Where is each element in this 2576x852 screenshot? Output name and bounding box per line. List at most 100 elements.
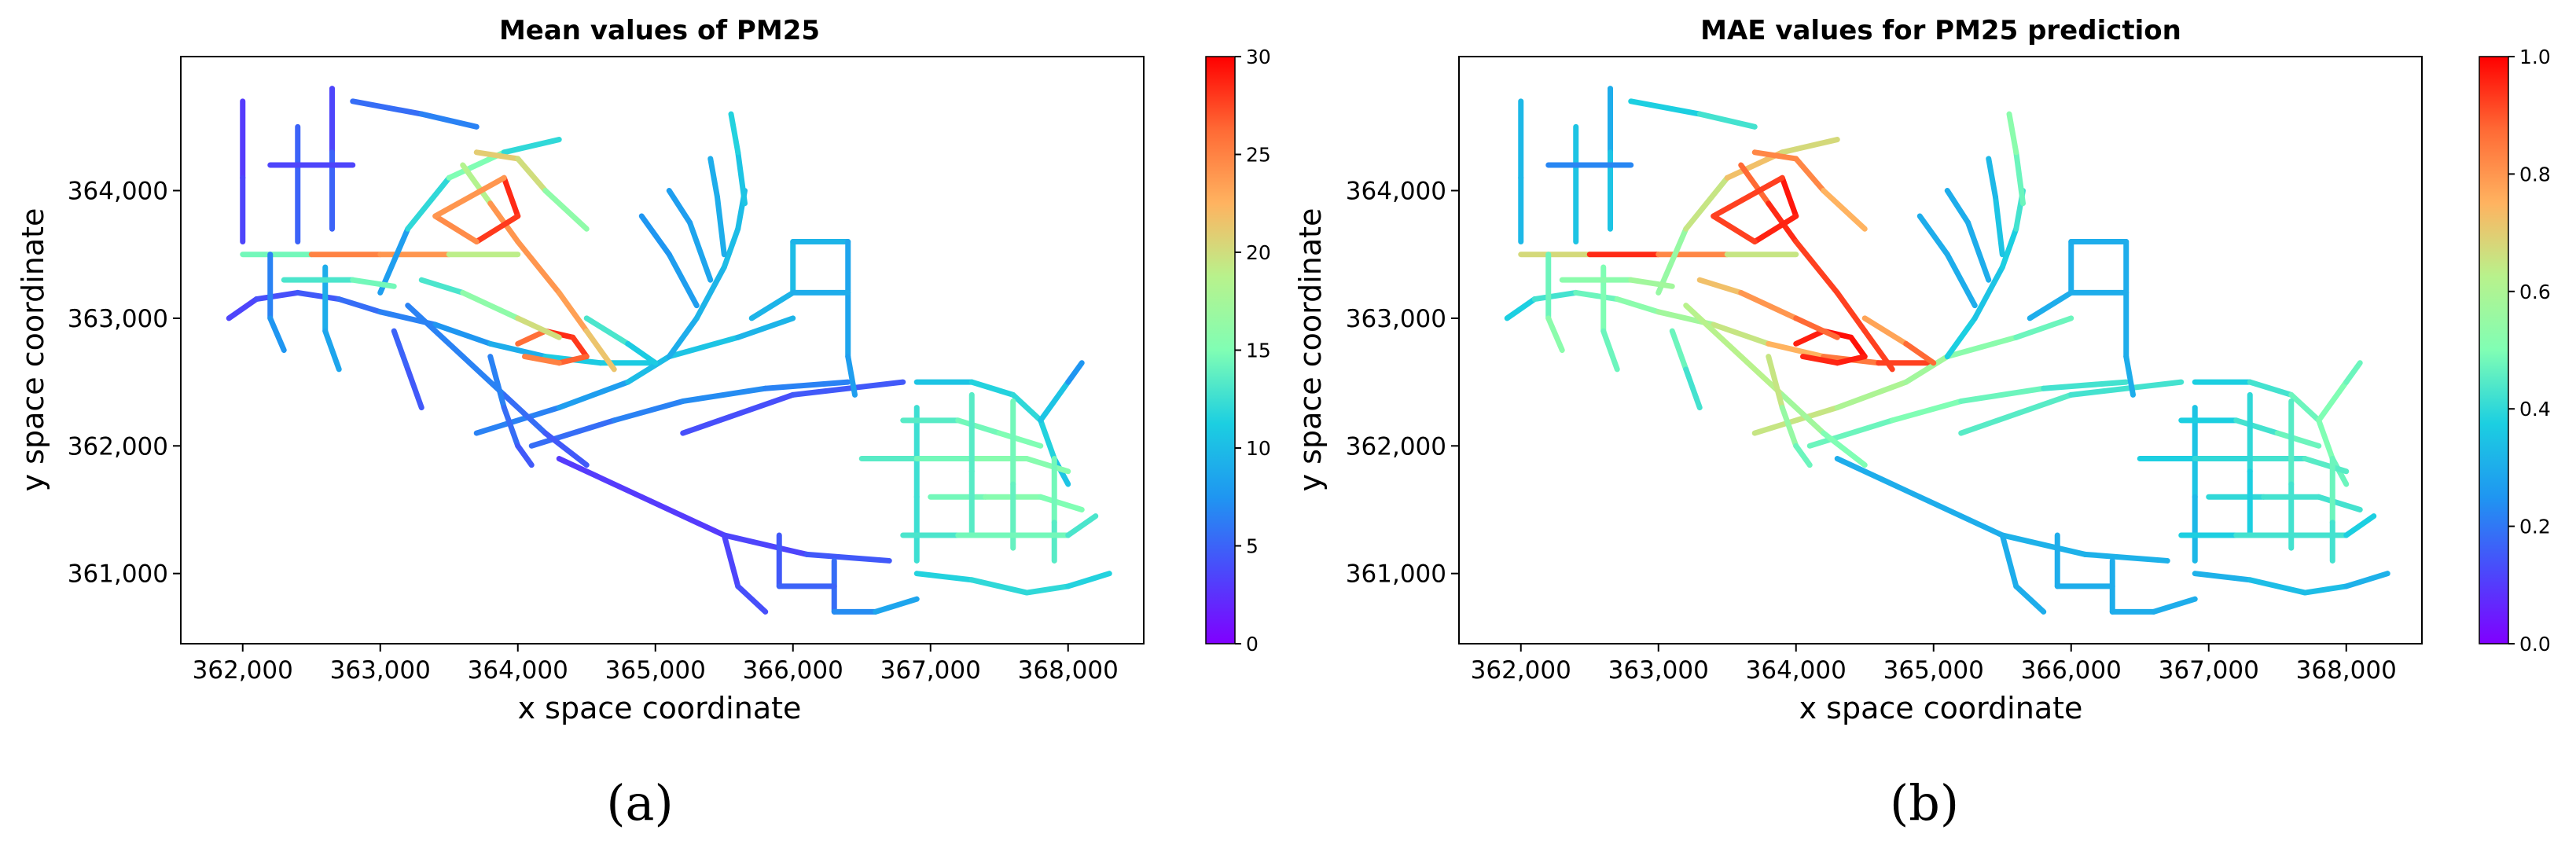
chart-a-colorbar	[1205, 56, 1236, 645]
chart-a-caption: (a)	[606, 774, 673, 832]
chart-b-road-segment	[1793, 315, 1840, 340]
chart-a-road-segment	[583, 315, 631, 347]
chart-b-road-segment	[1903, 340, 1937, 366]
chart-b-road-11	[1655, 137, 1840, 296]
chart-a-road-segment	[418, 111, 480, 130]
x-tick-label: 368,000	[1018, 656, 1119, 685]
chart-a-road-segment	[625, 340, 659, 366]
chart-b-road-segment	[1821, 188, 1868, 232]
chart-a-road-22	[638, 213, 700, 309]
chart-a-road-3	[680, 379, 906, 436]
chart-b-road-segment	[1779, 137, 1840, 156]
chart-a-road-segment	[873, 596, 920, 615]
chart-a-road-segment	[473, 405, 562, 436]
y-tick-label: 361,000	[1346, 560, 1446, 589]
chart-a-road-segment	[680, 391, 796, 436]
chart-b-plot-frame	[1458, 56, 2423, 645]
chart-a-road-segment	[913, 571, 975, 583]
chart-a-road-segment	[350, 277, 397, 289]
chart-b-road-segment	[2247, 379, 2295, 398]
y-tick-label: 363,000	[68, 305, 168, 333]
chart-b-road-segment	[2041, 379, 2130, 391]
chart-b-road-segment	[1573, 289, 1620, 303]
chart-b-road-segment	[2343, 513, 2377, 538]
y-tick-label: 362,000	[1346, 432, 1446, 461]
chart-a-road-segment	[735, 583, 769, 615]
colorbar-tick-label: 0	[1246, 633, 1259, 656]
chart-b-road-segment	[1944, 188, 1971, 226]
chart-a-road-42	[721, 532, 769, 615]
chart-a-road-segment	[226, 296, 259, 321]
colorbar-tick-label: 15	[1246, 340, 1271, 362]
chart-b-road-segment	[1958, 385, 2047, 404]
chart-a-road-segment	[693, 264, 727, 321]
chart-a-road-24	[707, 156, 727, 258]
chart-b-road-segment	[1834, 379, 1909, 411]
chart-b-road-segment	[1751, 405, 1840, 436]
chart-b-road-19	[1669, 328, 1703, 411]
y-tick-label: 362,000	[68, 432, 168, 461]
chart-b-road-24	[1986, 156, 2005, 258]
chart-b-road-segment	[2274, 430, 2322, 449]
x-tick-label: 366,000	[743, 656, 843, 685]
chart-a-road-segment	[405, 366, 424, 411]
chart-a-road-segment	[803, 551, 892, 564]
chart-a-road-41	[776, 532, 837, 589]
x-tick-label: 364,000	[1746, 656, 1847, 685]
chart-a-ylabel: y space coordinate	[16, 208, 50, 492]
chart-a-road-segment	[735, 315, 796, 340]
chart-a-road-segment	[638, 213, 672, 258]
chart-a-road-11	[377, 137, 562, 296]
chart-b-road-segment	[2027, 289, 2074, 321]
chart-b-road-segment	[1793, 328, 1827, 347]
chart-b-road-segment	[1669, 328, 1689, 373]
chart-a-road-0	[226, 289, 659, 366]
chart-a-road-segment	[666, 188, 693, 226]
chart-b-road-segment	[1779, 391, 1827, 436]
chart-a-road-segment	[515, 328, 549, 347]
colorbar-tick-label: 1.0	[2519, 46, 2551, 68]
chart-b-road-segment	[1999, 532, 2088, 557]
chart-b-road-segment	[1738, 289, 1799, 321]
x-tick-label: 366,000	[2021, 656, 2122, 685]
chart-b-road-segment	[2068, 379, 2185, 398]
chart-b-road-segment	[1779, 174, 1799, 219]
x-tick-label: 363,000	[1608, 656, 1709, 685]
colorbar-tick-label: 5	[1246, 535, 1259, 558]
chart-a-y-ticks: 361,000 362,000 363,000 364,000	[68, 178, 181, 589]
chart-b-road-33	[2206, 494, 2363, 512]
chart-b-road-22	[1916, 213, 1978, 309]
x-tick-label: 363,000	[330, 656, 431, 685]
chart-b-road-segment	[2013, 149, 2026, 207]
chart-a-colorbar-ticks: 0 5 10 15 20 25 30	[1235, 46, 1271, 656]
chart-a-road-segment	[432, 321, 494, 347]
chart-b-road-segment	[1696, 277, 1744, 296]
chart-b-road-segment	[1944, 334, 2019, 360]
chart-a-road-segment	[1010, 391, 1044, 424]
chart-b-road-segment	[1711, 321, 1772, 347]
colorbar-tick-label: 0.0	[2519, 633, 2551, 656]
chart-a-road-segment	[418, 277, 466, 296]
chart-b-road-segment	[1683, 303, 1744, 360]
chart-a-road-segment	[515, 156, 549, 194]
chart-a-road-12	[460, 162, 617, 373]
chart-b-road-segment	[2082, 551, 2170, 564]
chart-b-road-segment	[1861, 315, 1909, 347]
chart-a-road-45	[281, 277, 397, 289]
chart-a-road-segment	[763, 379, 851, 391]
chart-b-road-38	[2178, 513, 2377, 538]
colorbar-tick-label: 25	[1246, 144, 1271, 167]
chart-b-road-segment	[1751, 213, 1799, 244]
chart-a-road-segment	[460, 289, 521, 321]
chart-a-road-32	[900, 417, 1044, 449]
chart-b-road-segment	[1944, 252, 1978, 309]
chart-b-road-segment	[2343, 571, 2390, 589]
chart-b-road-segment	[1889, 398, 1964, 424]
chart-a-road-segment	[611, 398, 686, 424]
chart-b-road-segment	[2192, 571, 2253, 583]
chart-b-road-segment	[1751, 149, 1799, 162]
chart-b-road-31	[2137, 456, 2350, 475]
chart-a-road-17	[418, 277, 562, 340]
chart-a-road-segment	[748, 289, 796, 321]
chart-a-road-segment	[1038, 379, 1071, 424]
